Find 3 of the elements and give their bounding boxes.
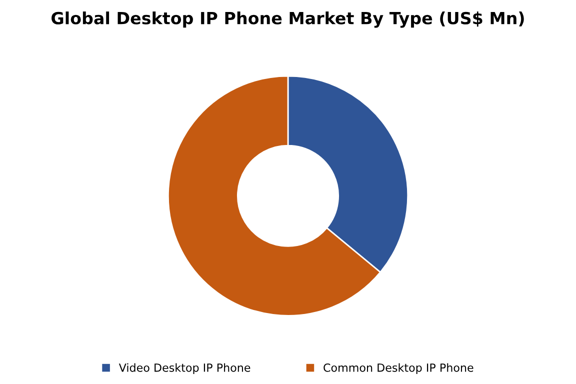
legend-label: Common Desktop IP Phone bbox=[324, 363, 474, 374]
chart-title: Global Desktop IP Phone Market By Type (US$ Mn) bbox=[52, 12, 524, 28]
legend-label: Video Desktop IP Phone bbox=[118, 363, 250, 374]
